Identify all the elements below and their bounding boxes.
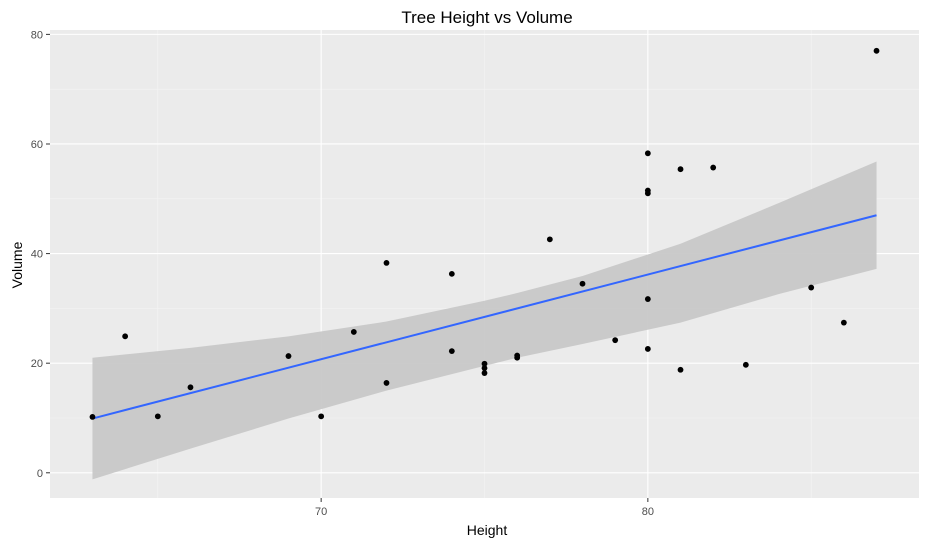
data-point xyxy=(710,164,717,171)
confidence-band xyxy=(92,161,877,480)
data-point xyxy=(122,333,129,340)
data-points xyxy=(89,47,880,420)
data-point xyxy=(677,166,684,173)
data-point xyxy=(383,260,390,266)
y-axis-ticks: 0 20 40 60 80 xyxy=(31,29,50,480)
data-point xyxy=(89,413,96,420)
y-tick-label: 60 xyxy=(31,139,43,151)
x-tick-label: 80 xyxy=(642,506,654,518)
data-point xyxy=(187,384,194,391)
data-point xyxy=(481,360,488,367)
data-point xyxy=(350,329,357,335)
x-axis-ticks: 70 80 xyxy=(315,498,654,518)
data-point xyxy=(840,319,847,326)
y-tick-label: 0 xyxy=(37,468,43,480)
x-axis-title: Height xyxy=(467,522,508,538)
data-point xyxy=(644,190,651,197)
x-tick-label: 70 xyxy=(315,506,327,518)
data-point xyxy=(514,352,521,359)
data-point xyxy=(644,150,651,157)
data-point xyxy=(448,348,455,355)
y-tick-label: 20 xyxy=(31,358,43,370)
trend-line xyxy=(92,214,877,420)
data-point xyxy=(677,366,684,373)
data-point xyxy=(481,370,488,376)
data-point xyxy=(808,284,815,291)
y-axis-title: Volume xyxy=(9,241,25,288)
data-point xyxy=(481,365,488,372)
data-point xyxy=(546,236,553,243)
data-point xyxy=(612,337,619,344)
data-point xyxy=(318,413,325,420)
data-point xyxy=(742,361,749,368)
y-tick-label: 40 xyxy=(31,249,43,261)
data-point xyxy=(383,380,390,386)
data-point xyxy=(448,270,455,277)
data-point xyxy=(873,47,880,54)
data-point xyxy=(154,413,161,420)
data-point xyxy=(285,353,292,359)
chart-title: Tree Height vs Volume xyxy=(401,8,572,27)
data-point xyxy=(644,346,651,352)
y-tick-label: 80 xyxy=(31,29,43,41)
data-point xyxy=(644,296,651,302)
data-point xyxy=(579,280,586,287)
